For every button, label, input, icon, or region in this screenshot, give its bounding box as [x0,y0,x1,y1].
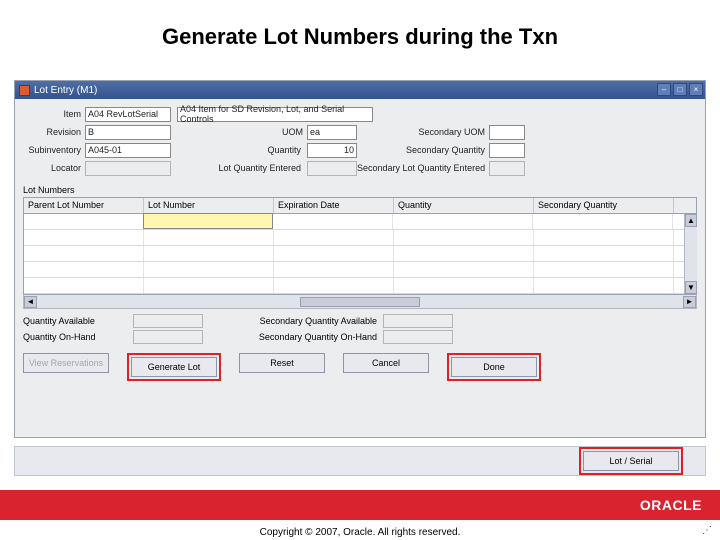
vertical-scrollbar[interactable]: ▲ ▼ [684,214,697,294]
summary-area: Quantity Available Secondary Quantity Av… [15,309,705,349]
generate-lot-button[interactable]: Generate Lot [131,357,217,377]
field-qty-onhand [133,330,203,344]
field-subinventory[interactable]: A045-01 [85,143,171,158]
form-area: Item A04 RevLotSerial A04 Item for SD Re… [15,99,705,181]
col-lot: Lot Number [144,198,274,213]
cell-lot-number[interactable] [143,213,273,229]
button-bar: View Reservations Generate Lot Reset Can… [15,349,705,385]
close-icon[interactable]: × [689,83,703,96]
scroll-up-icon[interactable]: ▲ [685,214,697,227]
app-window: Lot Entry (M1) – □ × Item A04 RevLotSeri… [14,80,706,438]
reset-button[interactable]: Reset [239,353,325,373]
highlight-lot-serial: Lot / Serial [579,447,683,475]
label-quantity: Quantity [177,145,307,155]
table-row[interactable] [24,262,696,278]
field-sec-qty-onhand [383,330,453,344]
table-row[interactable] [24,230,696,246]
horizontal-scrollbar[interactable]: ◄ ► [23,295,697,309]
field-sec-qty-available [383,314,453,328]
label-sec-qty-available: Secondary Quantity Available [203,316,383,326]
done-button[interactable]: Done [451,357,537,377]
scroll-left-icon[interactable]: ◄ [24,296,37,308]
lot-grid: Parent Lot Number Lot Number Expiration … [23,197,697,295]
footer-strip: ORACLE [0,490,720,520]
scroll-thumb[interactable] [300,297,420,307]
col-sec-qty: Secondary Quantity [534,198,674,213]
window-title: Lot Entry (M1) [34,85,97,96]
grid-body: ▲ ▼ [24,214,696,294]
table-row[interactable] [24,246,696,262]
label-sec-uom: Secondary UOM [357,127,489,137]
field-item-desc[interactable]: A04 Item for SD Revision, Lot, and Seria… [177,107,373,122]
col-qty: Quantity [394,198,534,213]
window-titlebar: Lot Entry (M1) – □ × [15,81,705,99]
field-sec-uom[interactable] [489,125,525,140]
cancel-button[interactable]: Cancel [343,353,429,373]
field-uom[interactable]: ea [307,125,357,140]
field-locator [85,161,171,176]
scroll-down-icon[interactable]: ▼ [685,281,697,294]
slide-footer: ORACLE Copyright © 2007, Oracle. All rig… [0,502,720,540]
table-row[interactable] [24,278,696,294]
section-lot-numbers: Lot Numbers [15,181,705,197]
maximize-icon[interactable]: □ [673,83,687,96]
minimize-icon[interactable]: – [657,83,671,96]
table-row[interactable] [24,214,696,230]
field-sec-lot-qty-entered [489,161,525,176]
label-subinventory: Subinventory [23,145,85,155]
highlight-done: Done [447,353,541,381]
col-parent-lot: Parent Lot Number [24,198,144,213]
field-qty-available [133,314,203,328]
label-item: Item [23,109,85,119]
resize-grip-icon: ⋰ [702,525,712,536]
col-exp: Expiration Date [274,198,394,213]
field-revision[interactable]: B [85,125,171,140]
label-revision: Revision [23,127,85,137]
oracle-logo: ORACLE [640,497,702,513]
slide-title: Generate Lot Numbers during the Txn [0,0,720,68]
label-locator: Locator [23,163,85,173]
lot-serial-button[interactable]: Lot / Serial [583,451,679,471]
view-reservations-button[interactable]: View Reservations [23,353,109,373]
field-sec-qty[interactable] [489,143,525,158]
scroll-right-icon[interactable]: ► [683,296,696,308]
secondary-bar: Lot / Serial [14,446,706,476]
label-sec-qty: Secondary Quantity [357,145,489,155]
label-qty-onhand: Quantity On-Hand [23,332,133,342]
label-sec-lot-qty-entered: Secondary Lot Quantity Entered [357,163,489,173]
field-item-code[interactable]: A04 RevLotSerial [85,107,171,122]
field-lot-qty-entered [307,161,357,176]
copyright-text: Copyright © 2007, Oracle. All rights res… [0,527,720,538]
label-sec-qty-onhand: Secondary Quantity On-Hand [203,332,383,342]
highlight-generate-lot: Generate Lot [127,353,221,381]
field-quantity[interactable]: 10 [307,143,357,158]
label-lot-qty-entered: Lot Quantity Entered [177,163,307,173]
label-qty-available: Quantity Available [23,316,133,326]
window-icon [19,85,30,96]
